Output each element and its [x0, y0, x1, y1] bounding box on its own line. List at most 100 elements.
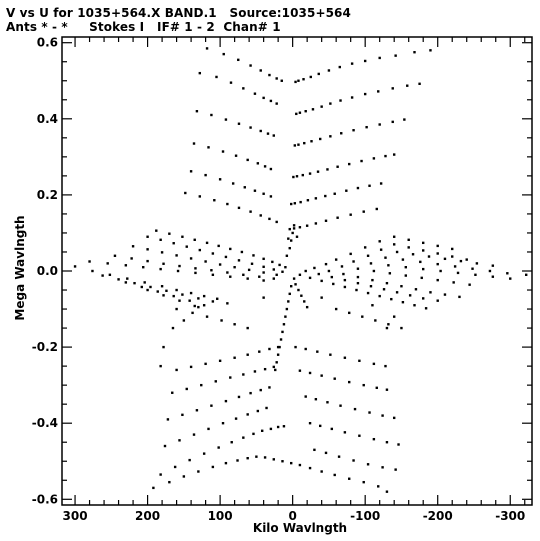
- data-point: [385, 388, 389, 391]
- data-point: [233, 356, 236, 359]
- data-point: [271, 260, 274, 264]
- data-point: [202, 452, 206, 455]
- data-point: [320, 105, 323, 108]
- data-point: [394, 54, 397, 57]
- data-point: [185, 245, 188, 248]
- data-point: [443, 257, 447, 261]
- data-point: [436, 278, 439, 282]
- data-point: [436, 299, 439, 302]
- data-point: [279, 338, 283, 341]
- data-point: [218, 263, 222, 266]
- data-point: [198, 195, 202, 198]
- data-point: [316, 350, 319, 353]
- data-point: [285, 254, 289, 257]
- data-point: [252, 254, 255, 257]
- data-point: [339, 404, 342, 407]
- data-point: [149, 285, 152, 289]
- data-point: [124, 281, 128, 284]
- data-point: [140, 285, 143, 289]
- data-point: [192, 142, 196, 145]
- data-point: [160, 285, 164, 288]
- y-tick-label: 0.0: [37, 264, 58, 278]
- data-point: [194, 267, 197, 270]
- data-point: [204, 362, 207, 366]
- data-point: [401, 258, 405, 261]
- data-point: [259, 129, 262, 133]
- data-point: [288, 292, 291, 296]
- data-point: [168, 232, 171, 235]
- data-point: [246, 413, 249, 416]
- data-point: [422, 241, 425, 245]
- data-point: [278, 263, 281, 267]
- data-point: [363, 59, 367, 63]
- data-point: [205, 47, 209, 50]
- data-point: [308, 371, 312, 375]
- data-point: [189, 257, 193, 260]
- data-point: [343, 278, 347, 282]
- data-point: [233, 266, 236, 269]
- data-point: [73, 265, 77, 268]
- data-point: [253, 370, 257, 373]
- data-point: [419, 260, 422, 264]
- data-point: [330, 275, 334, 279]
- data-point: [391, 87, 394, 90]
- data-point: [377, 485, 380, 488]
- data-point: [106, 262, 109, 265]
- data-point: [338, 65, 341, 69]
- x-tick-label: 0: [288, 509, 296, 523]
- data-point: [371, 304, 374, 307]
- data-point: [172, 242, 175, 245]
- data-point: [194, 271, 197, 275]
- data-point: [304, 269, 307, 273]
- data-point: [384, 154, 387, 158]
- data-point: [395, 250, 399, 254]
- data-point: [292, 277, 296, 280]
- data-point: [358, 434, 361, 437]
- data-point: [385, 490, 389, 493]
- data-point: [276, 353, 280, 356]
- data-point: [175, 254, 178, 257]
- data-point: [334, 307, 338, 311]
- plot-border: [61, 36, 533, 506]
- data-point: [320, 470, 323, 473]
- data-point: [320, 279, 323, 283]
- data-point: [343, 431, 347, 434]
- data-point: [407, 246, 410, 249]
- data-point: [117, 278, 120, 281]
- data-point: [379, 248, 383, 251]
- data-point: [343, 285, 347, 289]
- data-point: [330, 427, 334, 431]
- data-point: [181, 293, 184, 296]
- data-point: [348, 477, 351, 480]
- data-point: [193, 304, 196, 308]
- data-point: [406, 84, 409, 87]
- data-point: [451, 247, 454, 251]
- plot-subtitle: Ants * - * Stokes I IF# 1 - 2 Chan# 1: [6, 20, 281, 34]
- data-point: [509, 277, 512, 280]
- data-point: [213, 199, 216, 202]
- data-point: [305, 305, 309, 309]
- data-point: [422, 249, 425, 252]
- data-point: [269, 167, 273, 171]
- data-point: [224, 118, 228, 121]
- data-point: [336, 216, 339, 219]
- data-point: [226, 202, 229, 206]
- data-point: [372, 269, 376, 273]
- data-point: [246, 277, 249, 280]
- data-point: [155, 229, 158, 232]
- data-point: [304, 110, 307, 113]
- data-point: [175, 307, 178, 311]
- data-point: [313, 266, 316, 270]
- data-point: [298, 111, 302, 114]
- data-point: [363, 246, 367, 249]
- data-point: [247, 268, 251, 272]
- data-point: [304, 395, 307, 398]
- data-point: [259, 388, 262, 392]
- x-tick-label: 300: [63, 509, 88, 523]
- data-point: [262, 96, 265, 100]
- x-tick-label: -300: [495, 509, 525, 523]
- data-point: [237, 122, 241, 125]
- data-point: [413, 51, 416, 54]
- data-point: [226, 271, 229, 274]
- data-point: [326, 401, 329, 404]
